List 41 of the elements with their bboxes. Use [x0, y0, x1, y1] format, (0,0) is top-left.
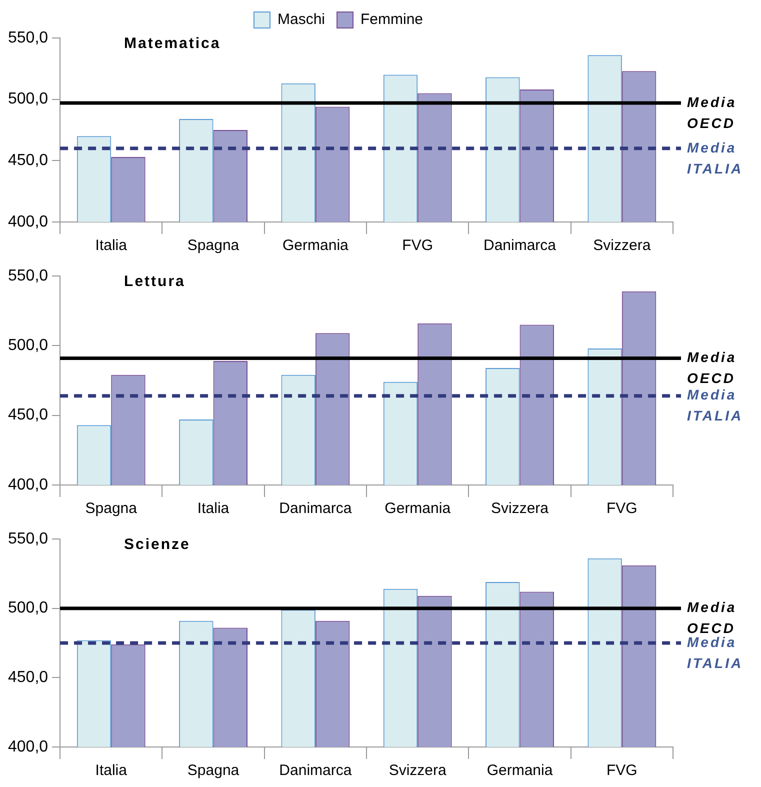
x-tick-label: Italia: [197, 500, 230, 518]
x-tick-label: Spagna: [85, 500, 138, 518]
ref-line-label: Media OECD: [687, 599, 737, 636]
chart-title: Matematica: [124, 35, 221, 52]
x-tick-label: Spagna: [187, 762, 240, 780]
chart-title: Scienze: [124, 536, 190, 554]
x-tick-label: FVG: [606, 762, 638, 780]
y-tick-label: 500,0: [8, 337, 48, 354]
y-tick-label: 450,0: [8, 152, 48, 170]
x-tick-label: Germania: [384, 500, 452, 518]
x-tick-label: Svizzera: [593, 237, 652, 254]
x-tick-label: Danimarca: [279, 500, 352, 518]
y-tick-label: 550,0: [8, 267, 48, 284]
x-tick-label: Germania: [282, 237, 350, 254]
ref-line-label: Media OECD: [687, 94, 737, 131]
x-tick-label: FVG: [606, 500, 638, 518]
y-tick-label: 500,0: [8, 600, 48, 617]
legend-label: Femmine: [360, 11, 424, 28]
ref-line-label: Media ITALIA: [687, 386, 744, 424]
ref-line-label: Media ITALIA: [687, 634, 744, 671]
y-tick-label: 450,0: [8, 406, 48, 424]
y-tick-label: 400,0: [8, 476, 48, 494]
x-tick-label: FVG: [402, 237, 434, 254]
y-tick-label: 400,0: [8, 213, 48, 230]
y-tick-label: 550,0: [8, 29, 48, 46]
y-tick-label: 450,0: [8, 669, 48, 686]
ref-line-label: Media ITALIA: [687, 139, 744, 176]
x-tick-label: Svizzera: [388, 762, 448, 780]
x-tick-label: Spagna: [187, 237, 240, 254]
x-tick-label: Germania: [486, 762, 554, 780]
x-tick-label: Svizzera: [490, 500, 550, 518]
x-tick-label: Italia: [95, 762, 128, 780]
legend-label: Maschi: [277, 11, 326, 28]
x-tick-label: Italia: [95, 237, 128, 254]
y-tick-label: 400,0: [8, 738, 48, 756]
ref-line-label: Media OECD: [687, 349, 737, 386]
y-tick-label: 500,0: [8, 90, 48, 108]
chart-title: Lettura: [124, 273, 186, 290]
x-tick-label: Danimarca: [279, 762, 352, 780]
x-tick-label: Danimarca: [483, 237, 557, 254]
y-tick-label: 550,0: [8, 530, 48, 548]
